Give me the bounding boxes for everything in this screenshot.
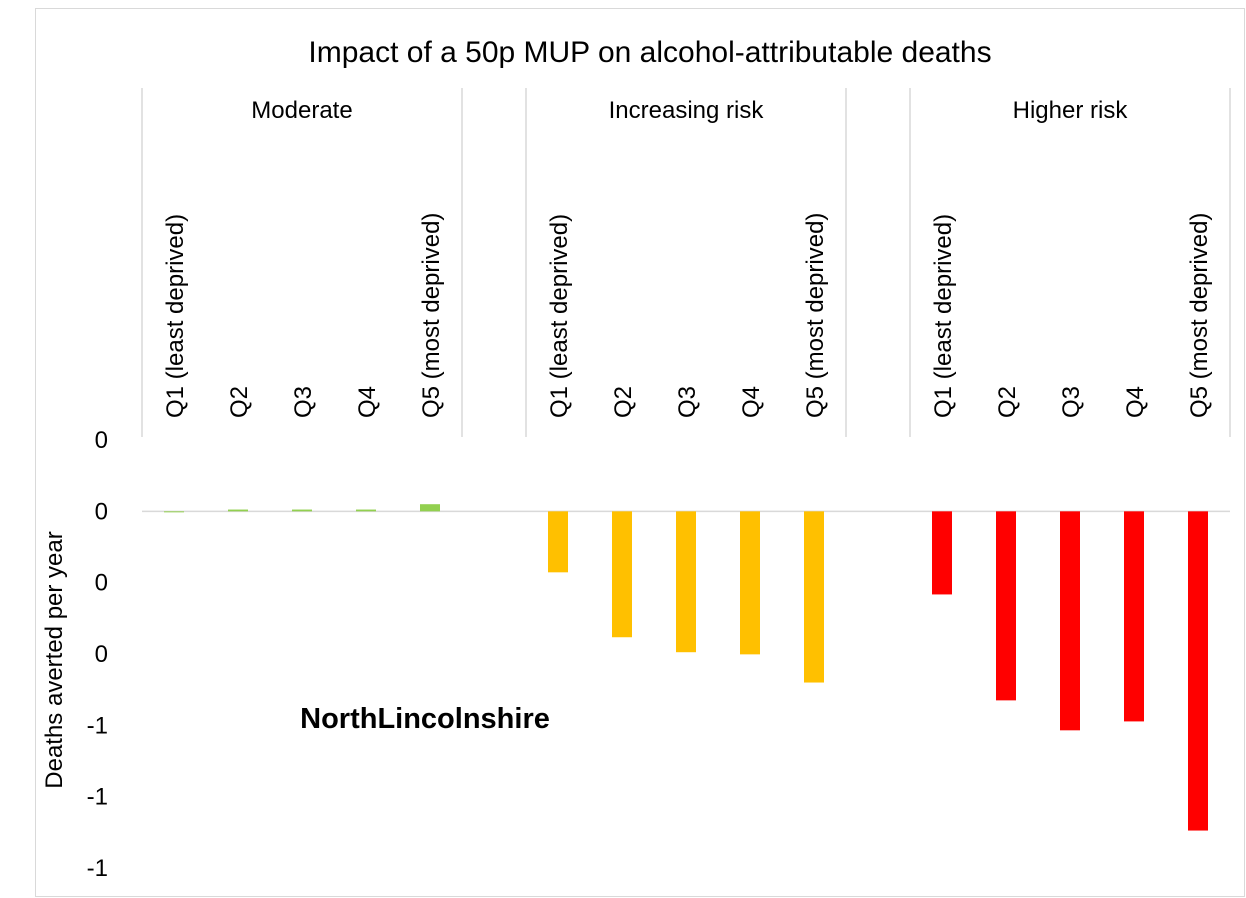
bar: [292, 509, 312, 512]
y-tick-label: -1: [87, 855, 108, 882]
x-tick-label: Q4: [354, 386, 381, 418]
bar: [676, 511, 696, 653]
bar: [1124, 511, 1144, 722]
x-tick-label: Q4: [738, 386, 765, 418]
y-tick-label: 0: [95, 641, 108, 668]
group-label: Increasing risk: [609, 97, 765, 124]
x-tick-label: Q2: [994, 386, 1021, 418]
bar: [996, 511, 1016, 701]
x-tick-label: Q2: [610, 386, 637, 418]
group-label: Moderate: [251, 97, 352, 124]
x-tick-label: Q1 (least deprived): [546, 214, 573, 418]
x-tick-label: Q4: [1122, 386, 1149, 418]
bar: [420, 504, 440, 512]
group-label: Higher risk: [1013, 97, 1129, 124]
x-tick-label: Q3: [290, 386, 317, 418]
y-tick-label: 0: [95, 570, 108, 597]
bar: [1188, 511, 1208, 831]
bar: [164, 511, 184, 513]
bar: [612, 511, 632, 638]
x-tick-label: Q1 (least deprived): [930, 214, 957, 418]
bar: [356, 509, 376, 512]
x-tick-label: Q5 (most deprived): [1186, 213, 1213, 418]
x-tick-label: Q3: [674, 386, 701, 418]
y-axis-label: Deaths averted per year: [41, 531, 68, 788]
x-tick-label: Q5 (most deprived): [418, 213, 445, 418]
y-tick-label: -1: [87, 712, 108, 739]
x-tick-label: Q3: [1058, 386, 1085, 418]
bar: [228, 509, 248, 512]
x-tick-label: Q2: [226, 386, 253, 418]
y-tick-label: 0: [95, 427, 108, 454]
annotation: NorthLincolnshire: [300, 703, 550, 735]
y-tick-label: 0: [95, 498, 108, 525]
chart-border: [35, 8, 1245, 897]
bar: [548, 511, 568, 573]
bar: [1060, 511, 1080, 731]
bar: [932, 511, 952, 595]
bar: [804, 511, 824, 683]
chart-title: Impact of a 50p MUP on alcohol-attributa…: [308, 36, 991, 69]
bar: [740, 511, 760, 655]
x-tick-label: Q5 (most deprived): [802, 213, 829, 418]
x-tick-label: Q1 (least deprived): [162, 214, 189, 418]
y-tick-label: -1: [87, 784, 108, 811]
